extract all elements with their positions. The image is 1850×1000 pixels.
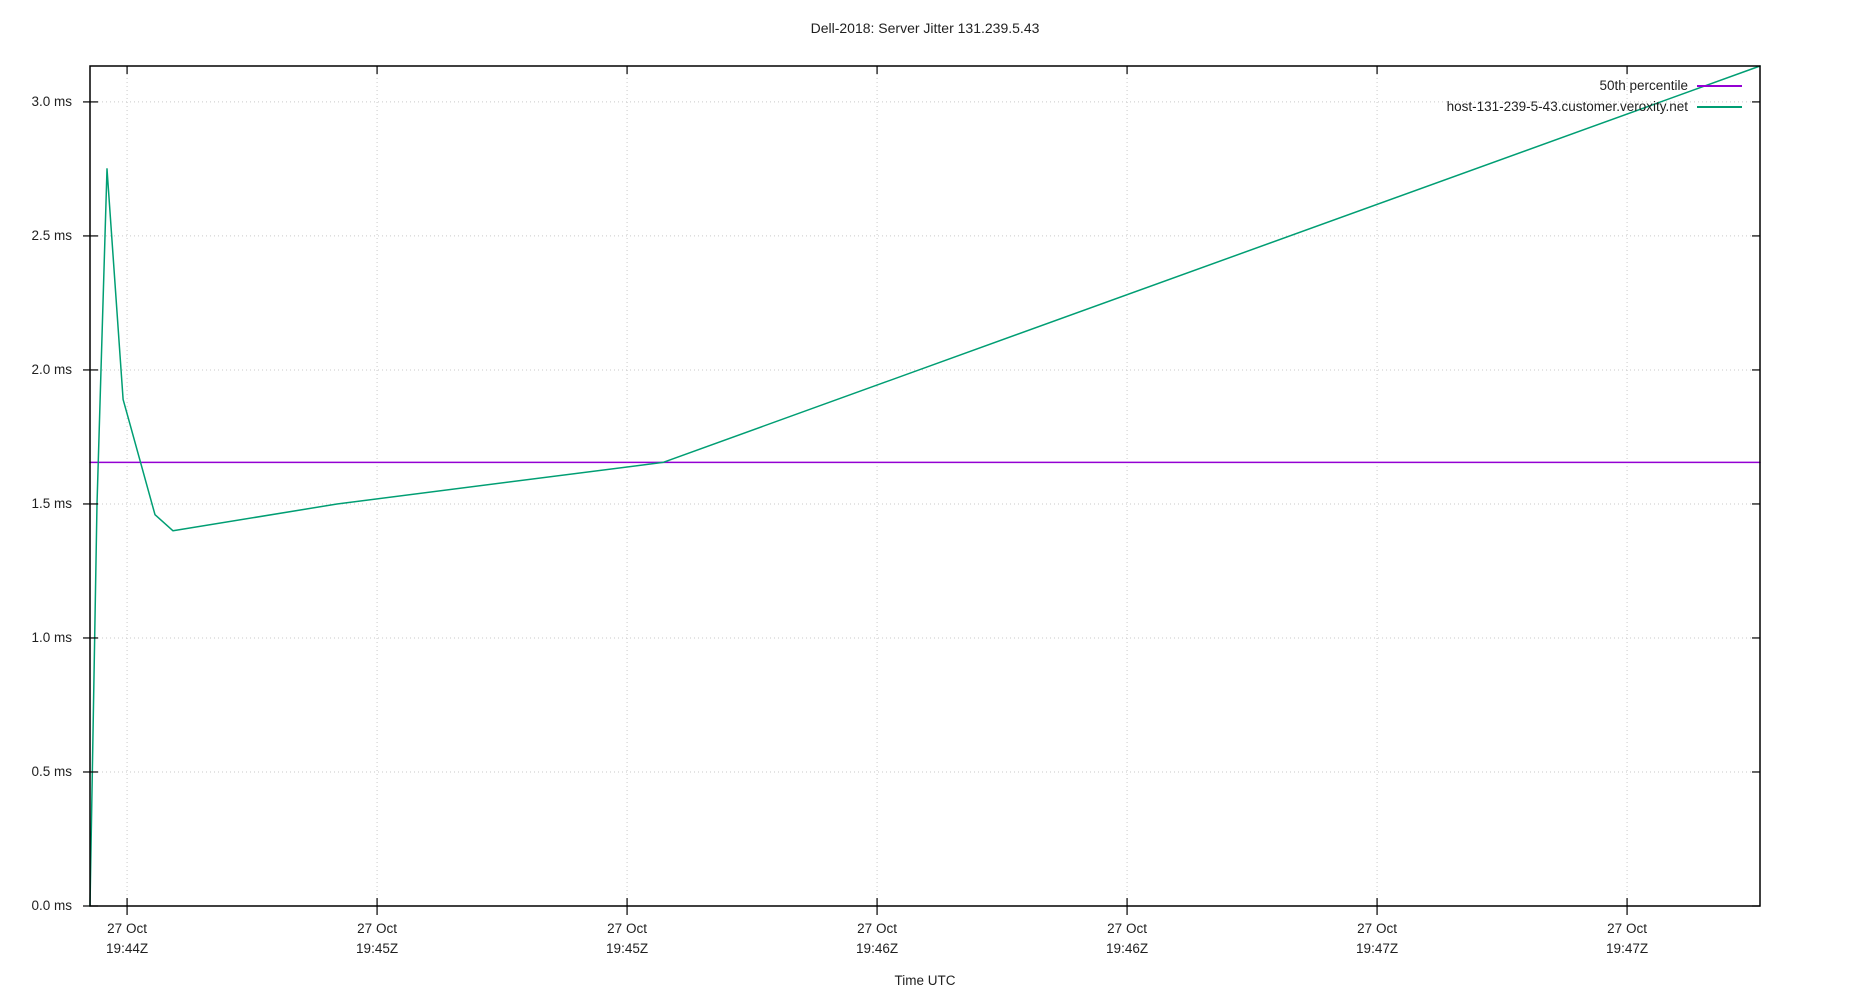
x-tick-label: 27 Oct 19:45Z: [557, 919, 697, 959]
x-tick-label: 27 Oct 19:46Z: [1057, 919, 1197, 959]
x-tick-date: 27 Oct: [1607, 921, 1647, 936]
x-tick-label: 27 Oct 19:46Z: [807, 919, 947, 959]
x-tick-time: 19:46Z: [856, 941, 899, 956]
x-tick-time: 19:45Z: [356, 941, 399, 956]
x-tick-time: 19:44Z: [106, 941, 149, 956]
y-tick-label: 3.0 ms: [31, 93, 72, 109]
y-tick-label: 2.0 ms: [31, 361, 72, 377]
legend-label: 50th percentile: [1599, 78, 1688, 93]
y-tick-label: 1.5 ms: [31, 495, 72, 511]
series-line-host: [89, 65, 1761, 907]
x-tick-date: 27 Oct: [1357, 921, 1397, 936]
plot-border: [89, 65, 1761, 907]
x-tick-time: 19:47Z: [1606, 941, 1649, 956]
legend-entry: 50th percentile: [1447, 75, 1742, 96]
x-tick-time: 19:47Z: [1356, 941, 1399, 956]
x-tick-time: 19:45Z: [606, 941, 649, 956]
legend-label: host-131-239-5-43.customer.veroxity.net: [1446, 99, 1688, 114]
x-tick-label: 27 Oct 19:47Z: [1307, 919, 1447, 959]
y-tick-label: 2.5 ms: [31, 227, 72, 243]
x-tick-date: 27 Oct: [107, 921, 147, 936]
y-tick-label: 0.5 ms: [31, 763, 72, 779]
x-axis-title: Time UTC: [894, 973, 956, 988]
x-tick-date: 27 Oct: [857, 921, 897, 936]
x-tick-time: 19:46Z: [1106, 941, 1149, 956]
legend: 50th percentile host-131-239-5-43.custome…: [1447, 75, 1742, 117]
x-tick-label: 27 Oct 19:47Z: [1557, 919, 1697, 959]
legend-entry: host-131-239-5-43.customer.veroxity.net: [1447, 96, 1742, 117]
y-tick-label: 0.0 ms: [31, 898, 72, 913]
x-tick-date: 27 Oct: [1107, 921, 1147, 936]
x-tick-date: 27 Oct: [357, 921, 397, 936]
x-tick-date: 27 Oct: [607, 921, 647, 936]
legend-line-sample: [1697, 105, 1742, 108]
chart-title: Dell-2018: Server Jitter 131.239.5.43: [810, 20, 1040, 36]
x-tick-label: 27 Oct 19:45Z: [307, 919, 447, 959]
legend-line-sample: [1697, 84, 1742, 87]
y-tick-label: 1.0 ms: [31, 629, 72, 645]
x-tick-label: 27 Oct 19:44Z: [57, 919, 197, 959]
